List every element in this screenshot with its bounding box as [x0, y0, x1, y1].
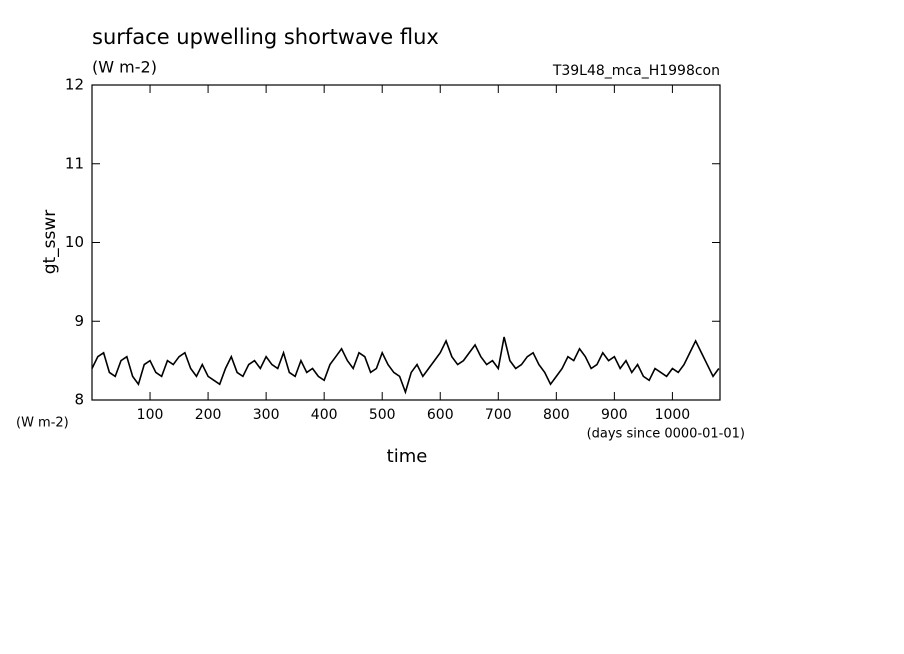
y-tick-label: 11	[65, 154, 84, 172]
x-tick-label: 900	[601, 407, 628, 423]
x-tick-label: 600	[427, 407, 454, 423]
x-tick-label: 1000	[655, 407, 691, 423]
x-tick-label: 100	[137, 407, 164, 423]
x-tick-label: 800	[543, 407, 570, 423]
chart-subtitle: (W m-2)	[92, 58, 157, 77]
x-axis-label: time	[387, 446, 428, 467]
y-tick-label: 9	[74, 312, 84, 330]
x-tick-label: 400	[311, 407, 338, 423]
data-line	[91, 336, 720, 395]
y-tick-label: 12	[65, 76, 84, 94]
x-tick-label: 700	[485, 407, 512, 423]
y-axis-unit: (W m-2)	[16, 416, 69, 431]
chart-title: surface upwelling shortwave flux	[92, 25, 439, 49]
run-label: T39L48_mca_H1998con	[552, 63, 720, 79]
x-axis-unit: (days since 0000-01-01)	[587, 427, 745, 442]
y-tick-label: 8	[74, 391, 84, 409]
x-tick-label: 500	[369, 407, 396, 423]
x-tick-label: 200	[195, 407, 222, 423]
x-tick-label: 300	[253, 407, 280, 423]
y-axis-label: gt_sswr	[40, 210, 60, 275]
y-tick-label: 10	[65, 233, 84, 251]
